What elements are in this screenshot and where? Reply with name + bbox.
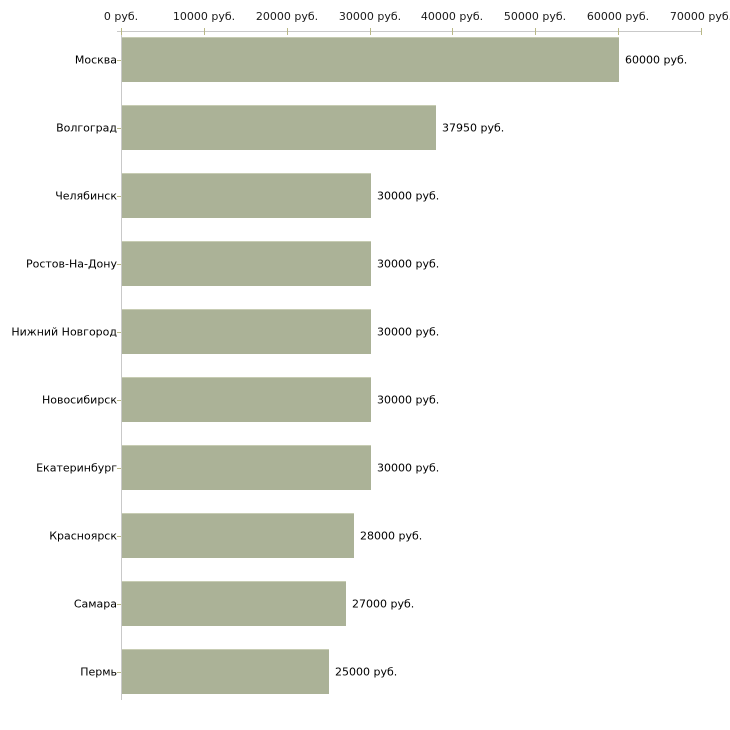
value-label: 25000 руб. (335, 665, 398, 678)
x-axis-tick-mark (452, 28, 453, 35)
category-label: Красноярск (49, 529, 117, 542)
value-label: 30000 руб. (377, 189, 440, 202)
x-axis-line (117, 31, 702, 32)
category-label: Москва (74, 53, 117, 66)
x-axis-tick-label: 20000 руб. (255, 10, 319, 23)
value-label: 27000 руб. (352, 597, 415, 610)
bar (122, 377, 371, 422)
bar (122, 105, 436, 150)
y-axis-tick-mark (117, 535, 121, 537)
bar (122, 513, 354, 558)
y-axis-tick-mark (117, 127, 121, 129)
y-axis-tick-mark (117, 603, 121, 605)
category-label: Нижний Новгород (11, 325, 117, 338)
bar (122, 37, 619, 82)
x-axis-tick-mark (121, 28, 122, 35)
category-label: Волгоград (56, 121, 117, 134)
x-axis-tick-mark (204, 28, 205, 35)
x-axis-tick-mark (701, 28, 702, 35)
x-axis-tick-label: 40000 руб. (420, 10, 484, 23)
x-axis-tick-label: 70000 руб. (669, 10, 730, 23)
y-axis-tick-mark (117, 263, 121, 265)
x-axis-tick-label: 0 руб. (103, 10, 139, 23)
y-axis-tick-mark (117, 195, 121, 197)
y-axis-tick-mark (117, 399, 121, 401)
category-label: Пермь (80, 665, 117, 678)
x-axis-tick-mark (618, 28, 619, 35)
x-axis-tick-label: 30000 руб. (338, 10, 402, 23)
x-axis-tick-label: 50000 руб. (503, 10, 567, 23)
bar (122, 649, 329, 694)
y-axis-tick-mark (117, 671, 121, 673)
bar (122, 309, 371, 354)
value-label: 28000 руб. (360, 529, 423, 542)
x-axis-tick-mark (287, 28, 288, 35)
value-label: 30000 руб. (377, 257, 440, 270)
category-label: Ростов-На-Дону (25, 257, 117, 270)
value-label: 30000 руб. (377, 461, 440, 474)
category-label: Новосибирск (41, 393, 117, 406)
y-axis-tick-mark (117, 467, 121, 469)
value-label: 37950 руб. (442, 121, 505, 134)
bar (122, 241, 371, 286)
y-axis-tick-mark (117, 59, 121, 61)
value-label: 30000 руб. (377, 325, 440, 338)
category-label: Екатеринбург (36, 461, 117, 474)
x-axis-tick-label: 10000 руб. (172, 10, 236, 23)
x-axis-tick-mark (370, 28, 371, 35)
bar (122, 445, 371, 490)
x-axis-tick-mark (535, 28, 536, 35)
y-axis-line (121, 31, 122, 700)
bar (122, 173, 371, 218)
y-axis-tick-mark (117, 331, 121, 333)
category-label: Самара (73, 597, 117, 610)
value-label: 30000 руб. (377, 393, 440, 406)
category-label: Челябинск (55, 189, 117, 202)
bar (122, 581, 346, 626)
x-axis-tick-label: 60000 руб. (586, 10, 650, 23)
value-label: 60000 руб. (625, 53, 688, 66)
